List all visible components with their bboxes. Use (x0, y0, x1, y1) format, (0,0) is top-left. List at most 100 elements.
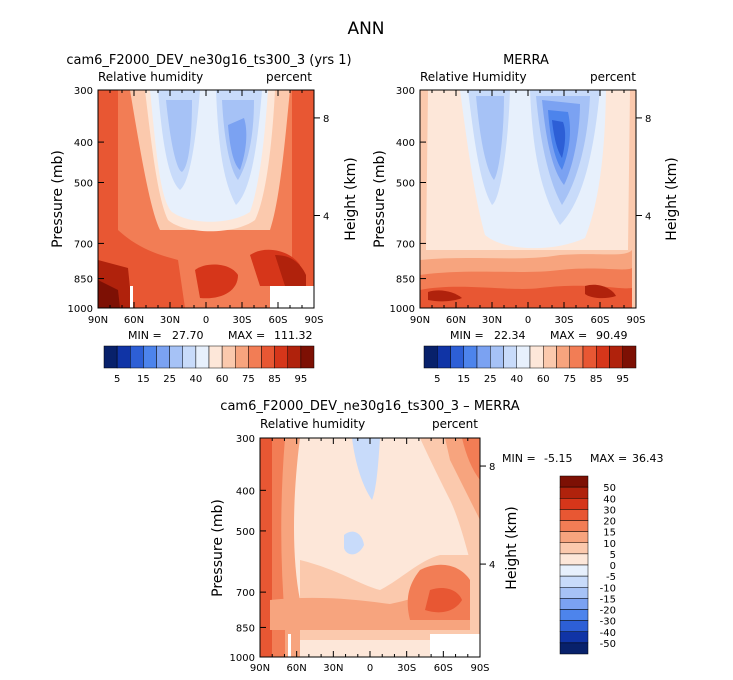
variable-label: Relative humidity (98, 70, 203, 84)
colorbar-label: 5 (434, 374, 440, 385)
max-label: MAX = (228, 329, 265, 342)
x-tick-label: 60N (124, 315, 144, 326)
colorbar-swatch (156, 345, 170, 369)
colorbar: 5 15 25 40 60 75 85 95 (103, 345, 315, 385)
colorbar-label: 95 (616, 374, 629, 385)
x-tick-label: 60S (434, 663, 453, 674)
y-tick-label: 1000 (230, 653, 255, 664)
colorbar-swatch (543, 345, 557, 369)
y-tick-label: 400 (236, 486, 255, 497)
x-tick-label: 90N (88, 315, 108, 326)
y2-tick-label: 8 (645, 114, 651, 125)
max-value: 111.32 (274, 329, 313, 342)
units-label: percent (266, 70, 312, 84)
colorbar-swatch (559, 486, 589, 499)
colorbar-label: -10 (600, 583, 616, 594)
panel-title: cam6_F2000_DEV_ne30g16_ts300_3 – MERRA (220, 399, 519, 414)
colorbar-swatch (609, 345, 623, 369)
max-value: 90.49 (596, 329, 628, 342)
colorbar-swatch (182, 345, 197, 369)
contour-field (98, 90, 314, 308)
panel-model: cam6_F2000_DEV_ne30g16_ts300_3 (yrs 1) R… (50, 53, 359, 385)
colorbar-swatch (559, 498, 589, 510)
variable-label: Relative Humidity (420, 70, 527, 84)
colorbar-label: 75 (242, 374, 255, 385)
colorbar-swatch (559, 587, 589, 599)
min-value: -5.15 (544, 452, 572, 465)
y-tick-label: 500 (74, 178, 93, 189)
panel-merra: MERRA Relative Humidity percent Pressure… (372, 53, 680, 385)
x-tick-label: 30N (323, 663, 343, 674)
y2-tick-label: 4 (645, 212, 651, 223)
x-tick-label: 0 (203, 315, 209, 326)
y-tick-label: 500 (396, 178, 415, 189)
colorbar-swatch (559, 553, 589, 566)
colorbar-label: -50 (600, 639, 616, 650)
panel-difference: cam6_F2000_DEV_ne30g16_ts300_3 – MERRA R… (210, 399, 664, 674)
colorbar-swatch (103, 345, 118, 369)
colorbar-label: 85 (590, 374, 603, 385)
variable-label: Relative humidity (260, 417, 365, 431)
figure-title: ANN (347, 19, 384, 39)
colorbar-swatch (195, 345, 210, 369)
y-tick-label: 1000 (68, 304, 93, 315)
x-tick-label: 30S (554, 315, 573, 326)
colorbar-swatch (463, 345, 478, 369)
min-value: 27.70 (172, 329, 204, 342)
colorbar-swatch (516, 345, 531, 369)
colorbar-label: -5 (606, 572, 616, 583)
x-tick-label: 60N (446, 315, 466, 326)
colorbar-label: 15 (457, 374, 470, 385)
colorbar-swatch (556, 345, 570, 369)
colorbar-swatch (235, 345, 249, 369)
colorbar-swatch (208, 345, 223, 369)
y-axis-label: Pressure (mb) (372, 150, 388, 248)
colorbar-label: 50 (603, 483, 616, 494)
colorbar-label: 75 (563, 374, 576, 385)
colorbar-label: 5 (610, 550, 616, 561)
colorbar-swatch (559, 575, 589, 588)
y-tick-label: 700 (74, 239, 93, 250)
y-axis-label: Pressure (mb) (210, 499, 226, 597)
y-tick-label: 700 (396, 239, 415, 250)
y-tick-label: 1000 (390, 304, 415, 315)
max-label: MAX = (590, 452, 627, 465)
colorbar-swatch (287, 345, 302, 369)
min-label: MIN = (450, 329, 484, 342)
y2-tick-label: 8 (489, 462, 495, 473)
y-tick-label: 300 (236, 434, 255, 445)
y-axis-label: Pressure (mb) (50, 150, 66, 248)
colorbar-swatch (582, 345, 597, 369)
colorbar-label: 15 (137, 374, 150, 385)
colorbar-label: -20 (600, 606, 616, 617)
colorbar-label: 25 (163, 374, 176, 385)
colorbar-swatch (221, 345, 236, 369)
colorbar-swatch (490, 345, 504, 369)
contour-field (420, 90, 636, 308)
colorbar-label: 20 (603, 517, 616, 528)
x-tick-label: 30S (397, 663, 416, 674)
min-label: MIN = (502, 452, 536, 465)
colorbar-label: 95 (295, 374, 308, 385)
colorbar-swatch (437, 345, 451, 369)
x-tick-label: 30N (482, 315, 502, 326)
colorbar-swatch (248, 345, 262, 369)
x-tick-label: 0 (525, 315, 531, 326)
colorbar-label: 60 (537, 374, 550, 385)
panel-title: cam6_F2000_DEV_ne30g16_ts300_3 (yrs 1) (66, 53, 351, 68)
colorbar-label: 30 (603, 505, 616, 516)
x-tick-label: 60S (590, 315, 609, 326)
units-label: percent (590, 70, 636, 84)
y-tick-label: 850 (236, 623, 255, 634)
colorbar-swatch (559, 542, 589, 555)
y-tick-label: 850 (74, 275, 93, 286)
x-tick-label: 60S (268, 315, 287, 326)
max-label: MAX = (550, 329, 587, 342)
colorbar-swatch (569, 345, 584, 369)
colorbar-label: 25 (484, 374, 497, 385)
colorbar-swatch (476, 345, 491, 369)
max-value: 36.43 (632, 452, 664, 465)
panel-title: MERRA (503, 53, 549, 68)
colorbar-swatch (529, 345, 544, 369)
